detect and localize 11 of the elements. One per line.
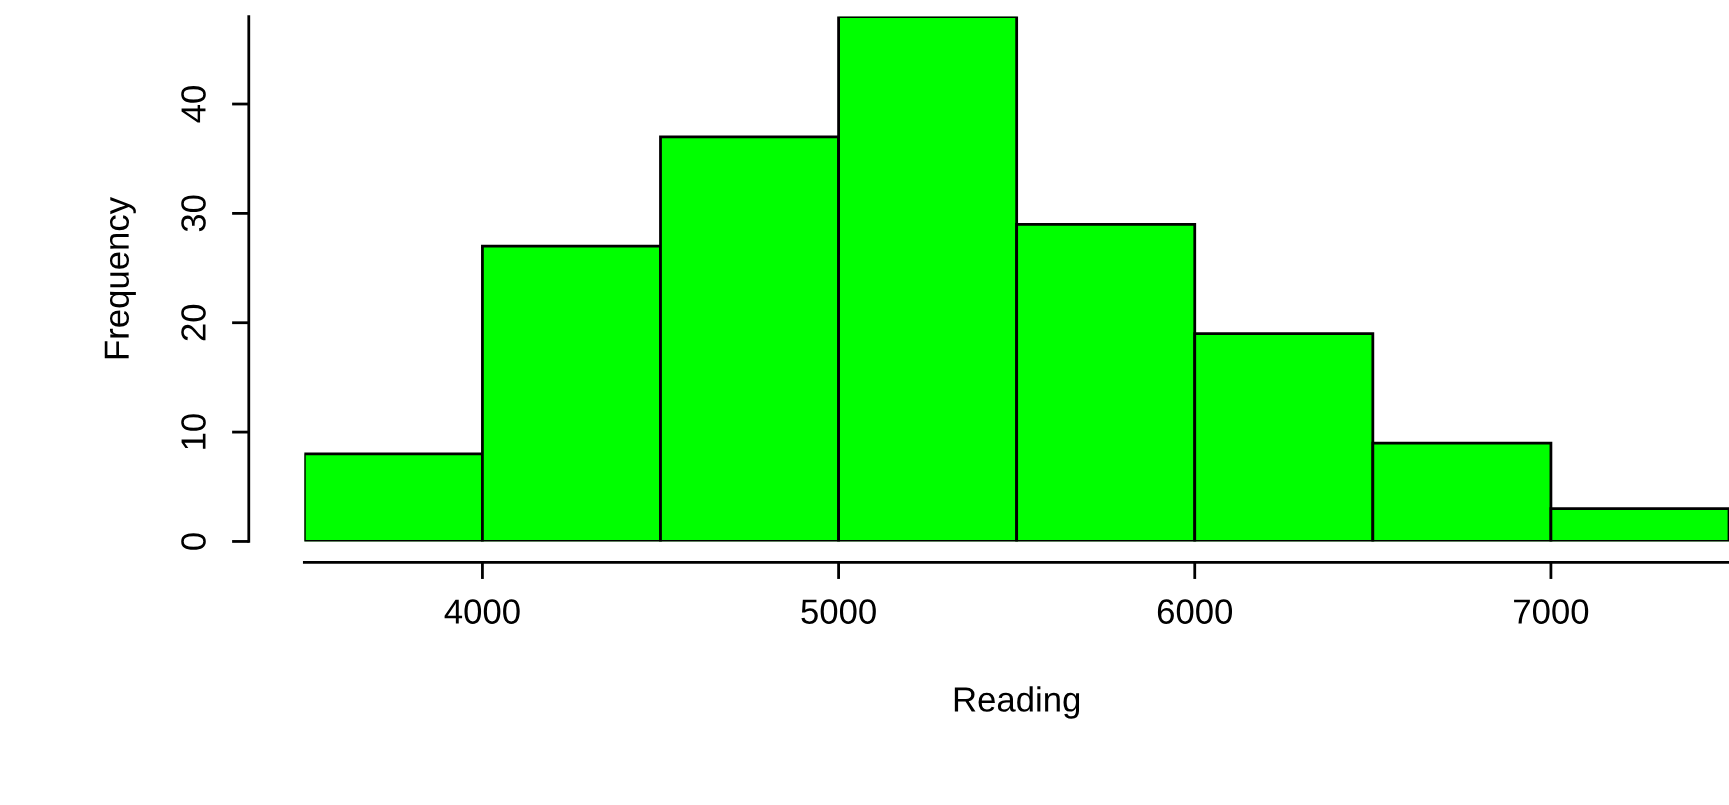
x-tick-label: 4000	[444, 599, 520, 624]
x-tick-label: 5000	[801, 599, 876, 624]
x-tick-label: 6000	[1157, 599, 1233, 624]
x-tick-label: 7000	[1514, 599, 1589, 624]
y-tick-label: 0	[181, 533, 206, 550]
y-axis-title: Frequency	[104, 197, 136, 359]
y-tick-label: 20	[181, 304, 206, 341]
y-tick-label: 10	[181, 414, 206, 449]
y-tick-label: 40	[181, 86, 206, 123]
x-axis-title: Reading	[954, 686, 1080, 719]
y-tick-label: 30	[181, 195, 206, 232]
